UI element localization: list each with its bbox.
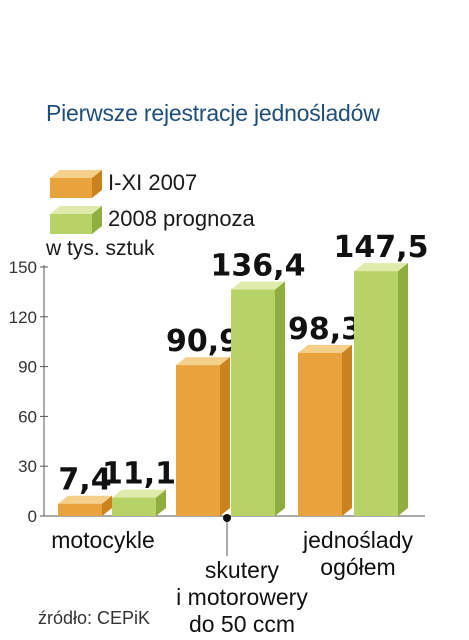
legend-swatch-2007 bbox=[50, 170, 102, 198]
y-tick-label: 60 bbox=[18, 407, 37, 426]
y-tick-label: 120 bbox=[9, 308, 37, 327]
y-tick-label: 90 bbox=[18, 358, 37, 377]
bar-top bbox=[176, 357, 230, 366]
data-label: 7,4 bbox=[58, 463, 111, 498]
bar bbox=[231, 289, 275, 516]
y-tick-label: 0 bbox=[28, 507, 37, 526]
bar bbox=[176, 365, 220, 516]
category-label: ogółem bbox=[320, 554, 395, 580]
bar-side bbox=[220, 357, 230, 516]
bar-side bbox=[156, 489, 166, 516]
bar bbox=[112, 497, 156, 516]
legend-label-2008: 2008 prognoza bbox=[108, 206, 255, 231]
bar-side bbox=[398, 263, 408, 516]
y-axis-unit-label: w tys. sztuk bbox=[46, 237, 155, 260]
category-label: jednoślady bbox=[302, 527, 413, 553]
legend-label-2007: I-XI 2007 bbox=[108, 170, 198, 195]
bar-side bbox=[102, 495, 112, 516]
bar-top bbox=[231, 281, 285, 290]
category-label: do 50 ccm bbox=[189, 611, 295, 637]
data-label: 147,5 bbox=[334, 230, 429, 265]
category-marker bbox=[223, 514, 231, 522]
data-label: 98,3 bbox=[288, 312, 362, 347]
category-label: i motorowery bbox=[176, 584, 308, 610]
category-label: skutery bbox=[205, 557, 280, 583]
data-label: 136,4 bbox=[211, 249, 306, 284]
bar-top bbox=[112, 489, 166, 498]
bar-top bbox=[354, 263, 408, 272]
bar-side bbox=[342, 344, 352, 516]
data-label: 11,1 bbox=[102, 457, 176, 492]
legend-item-2008: 2008 prognoza bbox=[50, 204, 255, 234]
legend-swatch-2008 bbox=[50, 206, 102, 234]
bar bbox=[354, 271, 398, 516]
y-tick-label: 150 bbox=[9, 258, 37, 277]
data-label: 90,9 bbox=[166, 324, 240, 359]
bar-top bbox=[298, 344, 352, 353]
bar-side bbox=[275, 281, 285, 516]
source-note: źródło: CEPiK bbox=[38, 608, 151, 628]
bar-top bbox=[58, 495, 112, 504]
chart-title: Pierwsze rejestracje jednośladów bbox=[46, 100, 380, 126]
category-label: motocykle bbox=[51, 527, 155, 553]
bar bbox=[58, 503, 102, 516]
y-tick-label: 30 bbox=[18, 457, 37, 476]
legend-item-2007: I-XI 2007 bbox=[50, 168, 197, 198]
bar bbox=[298, 352, 342, 516]
